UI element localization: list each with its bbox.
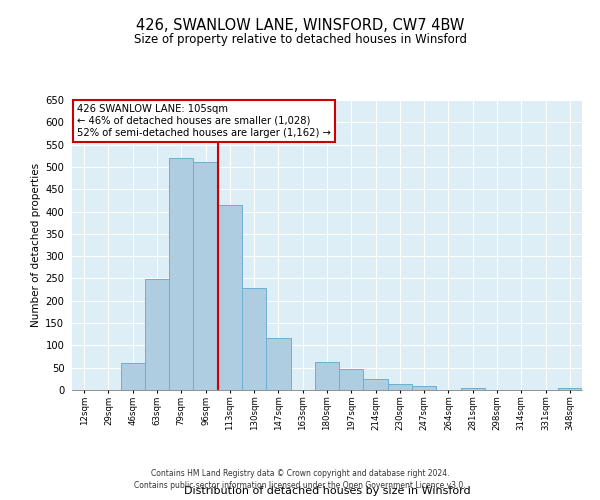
Text: 426, SWANLOW LANE, WINSFORD, CW7 4BW: 426, SWANLOW LANE, WINSFORD, CW7 4BW bbox=[136, 18, 464, 32]
Bar bbox=[558, 388, 582, 390]
Bar bbox=[412, 386, 436, 390]
Bar bbox=[145, 280, 169, 390]
Bar bbox=[315, 362, 339, 390]
Bar bbox=[193, 162, 218, 390]
Y-axis label: Number of detached properties: Number of detached properties bbox=[31, 163, 41, 327]
Text: Size of property relative to detached houses in Winsford: Size of property relative to detached ho… bbox=[133, 32, 467, 46]
Bar bbox=[218, 205, 242, 390]
Bar bbox=[339, 370, 364, 390]
Text: Contains HM Land Registry data © Crown copyright and database right 2024.
Contai: Contains HM Land Registry data © Crown c… bbox=[134, 468, 466, 490]
Bar bbox=[121, 363, 145, 390]
X-axis label: Distribution of detached houses by size in Winsford: Distribution of detached houses by size … bbox=[184, 486, 470, 496]
Text: 426 SWANLOW LANE: 105sqm
← 46% of detached houses are smaller (1,028)
52% of sem: 426 SWANLOW LANE: 105sqm ← 46% of detach… bbox=[77, 104, 331, 138]
Bar bbox=[461, 388, 485, 390]
Bar bbox=[388, 384, 412, 390]
Bar bbox=[266, 338, 290, 390]
Bar bbox=[364, 380, 388, 390]
Bar bbox=[169, 158, 193, 390]
Bar bbox=[242, 288, 266, 390]
